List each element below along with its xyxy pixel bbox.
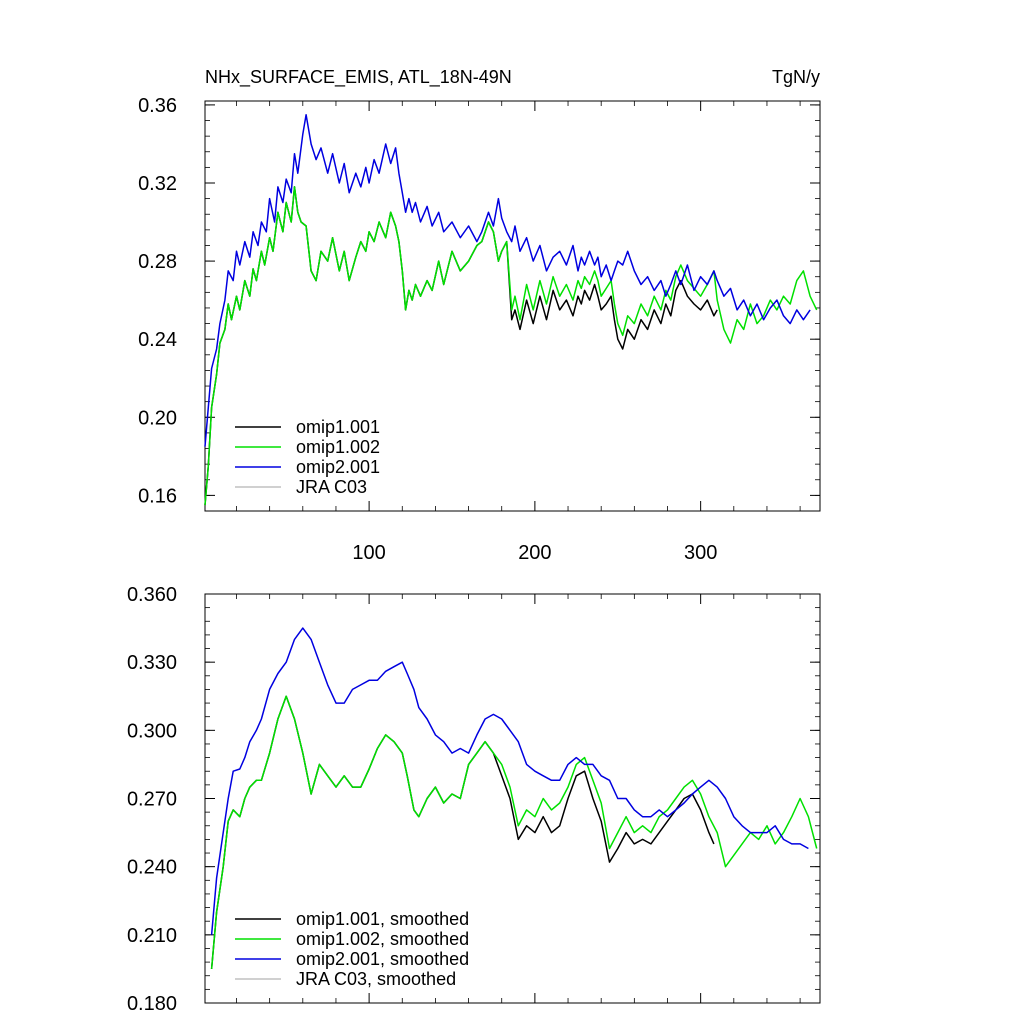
y-tick-label: 0.300 [127, 720, 177, 742]
units-label: TgN/y [772, 67, 820, 87]
series-line-omip2-001 [204, 113, 811, 447]
y-tick-label: 0.360 [127, 584, 177, 606]
series-line-omip1-001 [204, 186, 718, 506]
legend-label: omip1.002 [296, 437, 380, 457]
series-line-omip1-002-smoothed [210, 695, 818, 969]
x-tick-label: 300 [684, 542, 717, 564]
y-tick-label: 0.210 [127, 925, 177, 947]
series-line-omip2-001-smoothed [210, 627, 809, 935]
y-tick-label: 0.180 [127, 993, 177, 1015]
chart-title: NHx_SURFACE_EMIS, ATL_18N-49N [205, 67, 512, 88]
x-tick-label: 200 [518, 542, 551, 564]
y-tick-label: 0.24 [138, 329, 177, 351]
legend-label: omip2.001 [296, 457, 380, 477]
y-tick-label: 0.240 [127, 857, 177, 879]
x-tick-label: 100 [352, 542, 385, 564]
legend-label: omip1.001 [296, 417, 380, 437]
y-tick-label: 0.32 [138, 173, 177, 195]
legend-label: omip1.002, smoothed [296, 929, 469, 949]
series-line-omip1-002 [204, 186, 818, 506]
y-tick-label: 0.16 [138, 485, 177, 507]
y-tick-label: 0.270 [127, 789, 177, 811]
y-tick-label: 0.36 [138, 95, 177, 117]
bottom-panel: 0.180 0.210 0.240 0.270 0.300 0.330 0.360 omip1… [127, 584, 821, 1015]
y-tick-label: 0.20 [138, 407, 177, 429]
legend-label: omip1.001, smoothed [296, 909, 469, 929]
y-tick-label: 0.330 [127, 652, 177, 674]
top-panel: NHx_SURFACE_EMIS, ATL_18N-49N TgN/y 0.16 0.… [138, 67, 821, 564]
legend-label: JRA C03 [296, 477, 367, 497]
plot-frame [204, 100, 821, 512]
legend-label: JRA C03, smoothed [296, 969, 456, 989]
y-tick-label: 0.28 [138, 251, 177, 273]
legend-label: omip2.001, smoothed [296, 949, 469, 969]
